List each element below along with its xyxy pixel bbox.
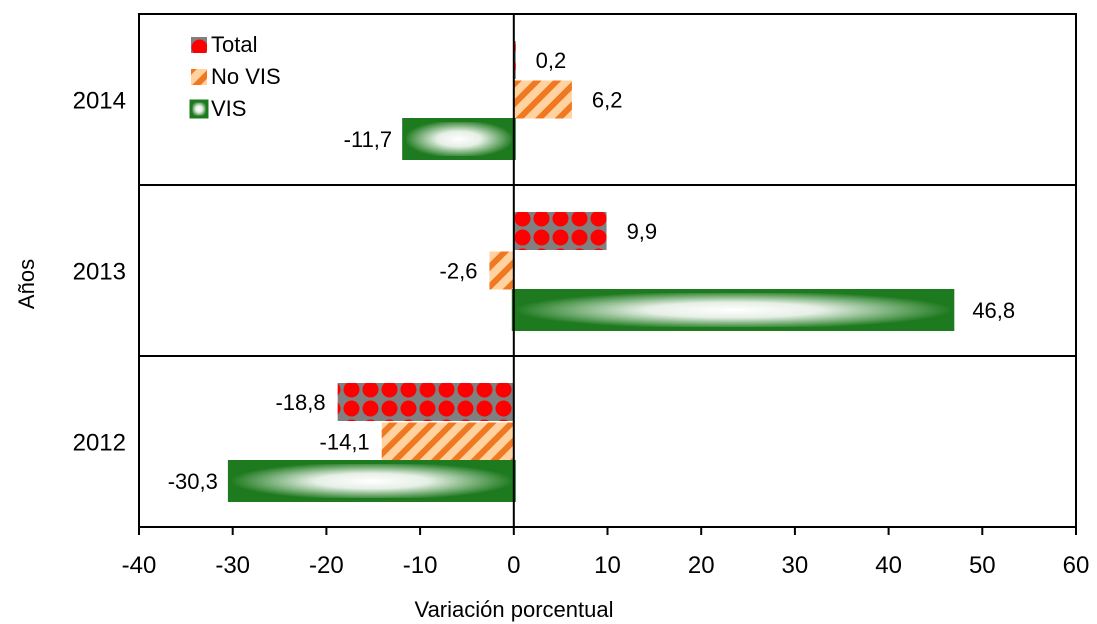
legend-label: No VIS bbox=[211, 64, 281, 89]
bar-no-vis-2013 bbox=[489, 251, 514, 290]
data-label: -30,3 bbox=[168, 469, 218, 494]
x-tick-label: 50 bbox=[969, 552, 996, 579]
y-axis-title: Años bbox=[14, 259, 39, 309]
x-tick-label: 20 bbox=[688, 552, 715, 579]
data-label: 6,2 bbox=[592, 88, 623, 113]
x-tick-label: -20 bbox=[309, 552, 344, 579]
bar-vis-2012 bbox=[227, 460, 516, 502]
legend-label: VIS bbox=[211, 96, 246, 121]
legend-label: Total bbox=[211, 32, 257, 57]
data-label: 0,2 bbox=[536, 48, 567, 73]
x-tick-label: -10 bbox=[403, 552, 438, 579]
data-label: -11,7 bbox=[344, 127, 393, 152]
data-label: -14,1 bbox=[320, 430, 370, 455]
bar-no-vis-2014 bbox=[513, 80, 572, 119]
legend-swatch-vis bbox=[189, 99, 209, 119]
x-tick-label: -40 bbox=[122, 552, 157, 579]
bar-vis-2013 bbox=[511, 289, 955, 331]
x-tick-label: -30 bbox=[215, 552, 250, 579]
category-label: 2012 bbox=[73, 430, 126, 457]
data-label: 46,8 bbox=[972, 298, 1015, 323]
x-tick-label: 30 bbox=[782, 552, 809, 579]
x-tick-label: 0 bbox=[507, 552, 520, 579]
x-tick-label: 40 bbox=[875, 552, 902, 579]
category-label: 2014 bbox=[73, 88, 126, 115]
bar-vis-2014 bbox=[402, 118, 516, 160]
legend-swatch-total bbox=[191, 37, 207, 53]
bar-total-2012 bbox=[337, 383, 514, 421]
x-axis-title: Variación porcentual bbox=[415, 597, 614, 622]
x-tick-label: 60 bbox=[1063, 552, 1090, 579]
data-label: 9,9 bbox=[627, 219, 658, 244]
x-tick-label: 10 bbox=[594, 552, 621, 579]
legend-swatch-no-vis bbox=[191, 69, 207, 85]
plot-area bbox=[139, 14, 1076, 527]
data-label: -2,6 bbox=[440, 259, 478, 284]
legend: Total No VIS VIS bbox=[189, 32, 281, 121]
category-label: 2013 bbox=[73, 259, 126, 286]
bar-total-2013 bbox=[513, 212, 607, 250]
data-label: -18,8 bbox=[275, 390, 325, 415]
bar-no-vis-2012 bbox=[381, 422, 514, 461]
